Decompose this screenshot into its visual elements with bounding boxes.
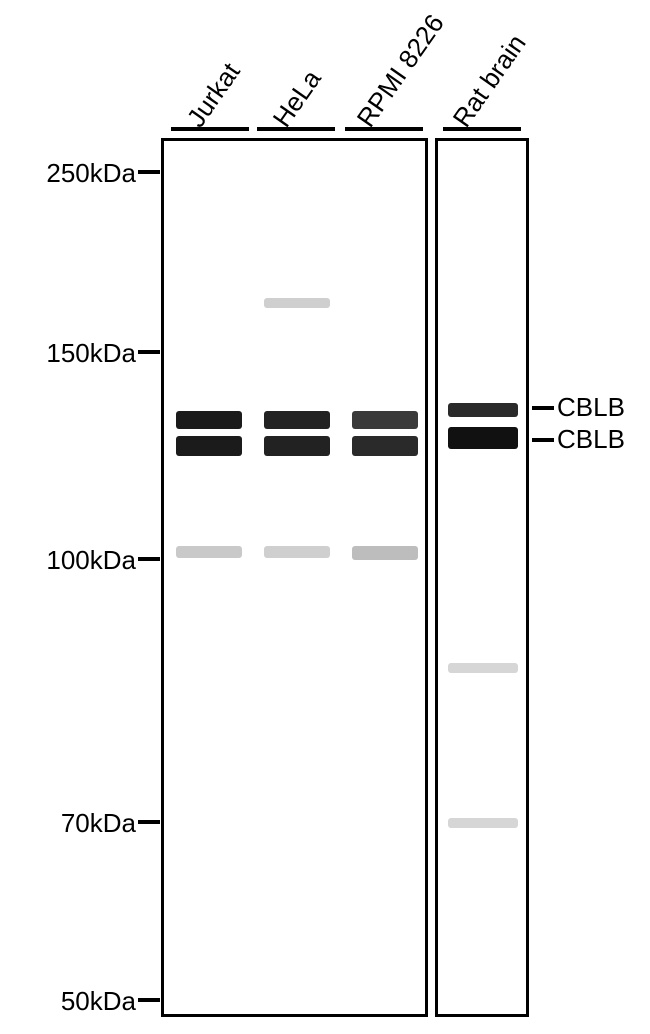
mw-label-100: 100kDa [6, 545, 136, 576]
band-rpmi-lower [352, 436, 418, 456]
band-rat-upper [448, 403, 518, 417]
mw-label-70: 70kDa [6, 808, 136, 839]
band-rat-faint1 [448, 663, 518, 673]
mw-tick-70 [138, 820, 160, 824]
band-hela-lower [264, 436, 330, 456]
cblb-tick-lower [532, 438, 554, 442]
band-hela-faint [264, 546, 330, 558]
band-rat-lower [448, 427, 518, 449]
lane-ubar-jurkat [171, 127, 249, 131]
band-rpmi-faint [352, 546, 418, 560]
lane-ubar-ratbrain [443, 127, 521, 131]
mw-tick-100 [138, 557, 160, 561]
lane-ubar-rpmi [345, 127, 423, 131]
cblb-label-upper: CBLB [557, 392, 625, 423]
lane-ubar-hela [257, 127, 335, 131]
band-jurkat-upper [176, 411, 242, 429]
band-hela-highfaint [264, 298, 330, 308]
mw-tick-50 [138, 998, 160, 1002]
blot-panel-1 [161, 138, 428, 1017]
mw-label-150: 150kDa [6, 338, 136, 369]
lane-label-ratbrain: Rat brain [447, 29, 533, 133]
lane-label-jurkat: Jurkat [181, 57, 247, 133]
band-hela-upper [264, 411, 330, 429]
lane-label-rpmi: RPMI 8226 [351, 9, 451, 133]
cblb-tick-upper [532, 406, 554, 410]
band-jurkat-lower [176, 436, 242, 456]
lane-label-hela: HeLa [267, 64, 328, 133]
cblb-label-lower: CBLB [557, 424, 625, 455]
mw-label-250: 250kDa [6, 158, 136, 189]
mw-tick-150 [138, 350, 160, 354]
mw-label-50: 50kDa [6, 986, 136, 1017]
band-rpmi-upper [352, 411, 418, 429]
blot-panel-2 [435, 138, 529, 1017]
band-jurkat-faint [176, 546, 242, 558]
mw-tick-250 [138, 170, 160, 174]
band-rat-faint2 [448, 818, 518, 828]
